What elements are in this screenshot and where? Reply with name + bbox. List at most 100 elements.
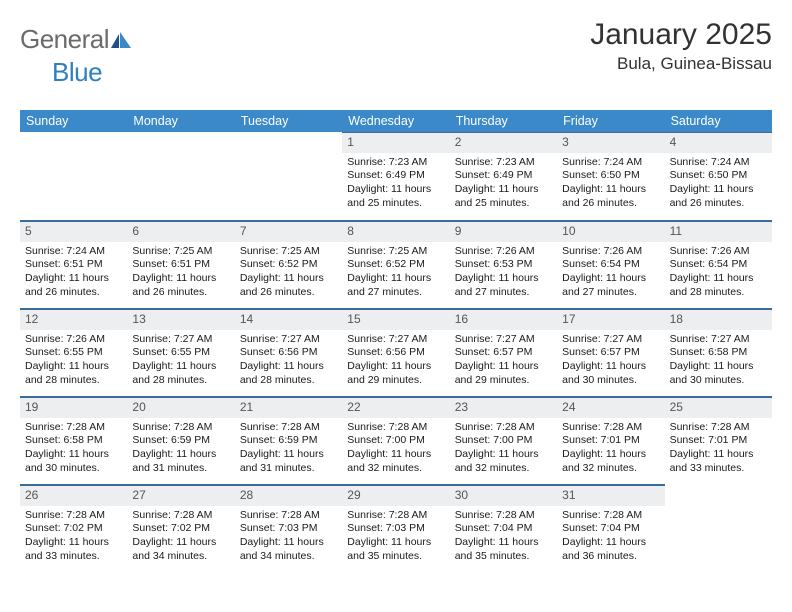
title-block: January 2025 Bula, Guinea-Bissau (590, 18, 772, 74)
logo: General Blue (20, 24, 131, 96)
calendar-cell: 25Sunrise: 7:28 AMSunset: 7:01 PMDayligh… (665, 396, 772, 484)
day-number: 26 (20, 485, 127, 506)
daylight-text: Daylight: 11 hours and 34 minutes. (132, 536, 229, 563)
day-number: 5 (20, 221, 127, 242)
day-number: 15 (342, 309, 449, 330)
day-number: 30 (450, 485, 557, 506)
calendar-cell: 18Sunrise: 7:27 AMSunset: 6:58 PMDayligh… (665, 308, 772, 396)
sunrise-text: Sunrise: 7:23 AM (455, 156, 552, 170)
sunset-text: Sunset: 6:50 PM (562, 169, 659, 183)
daylight-text: Daylight: 11 hours and 27 minutes. (562, 272, 659, 299)
sunrise-text: Sunrise: 7:26 AM (562, 245, 659, 259)
sunset-text: Sunset: 6:52 PM (347, 258, 444, 272)
weekday-friday: Friday (557, 110, 664, 132)
calendar-cell: 23Sunrise: 7:28 AMSunset: 7:00 PMDayligh… (450, 396, 557, 484)
calendar-cell: 11Sunrise: 7:26 AMSunset: 6:54 PMDayligh… (665, 220, 772, 308)
day-number: 12 (20, 309, 127, 330)
sunset-text: Sunset: 7:00 PM (455, 434, 552, 448)
daylight-text: Daylight: 11 hours and 35 minutes. (455, 536, 552, 563)
page-header: General Blue January 2025 Bula, Guinea-B… (20, 18, 772, 96)
day-number: 19 (20, 397, 127, 418)
day-data: Sunrise: 7:27 AMSunset: 6:56 PMDaylight:… (342, 330, 449, 394)
day-number: 20 (127, 397, 234, 418)
day-data: Sunrise: 7:27 AMSunset: 6:56 PMDaylight:… (235, 330, 342, 394)
calendar-cell: 13Sunrise: 7:27 AMSunset: 6:55 PMDayligh… (127, 308, 234, 396)
daylight-text: Daylight: 11 hours and 28 minutes. (670, 272, 767, 299)
sunset-text: Sunset: 7:02 PM (25, 522, 122, 536)
sunset-text: Sunset: 6:54 PM (670, 258, 767, 272)
daylight-text: Daylight: 11 hours and 32 minutes. (562, 448, 659, 475)
day-number: 3 (557, 133, 664, 153)
calendar-cell (665, 484, 772, 572)
sunrise-text: Sunrise: 7:26 AM (670, 245, 767, 259)
day-data: Sunrise: 7:28 AMSunset: 7:04 PMDaylight:… (557, 506, 664, 570)
sunset-text: Sunset: 7:01 PM (562, 434, 659, 448)
day-number: 1 (342, 133, 449, 153)
day-number: 24 (557, 397, 664, 418)
day-data: Sunrise: 7:28 AMSunset: 7:00 PMDaylight:… (342, 418, 449, 482)
sunrise-text: Sunrise: 7:28 AM (132, 421, 229, 435)
daylight-text: Daylight: 11 hours and 25 minutes. (455, 183, 552, 210)
sunrise-text: Sunrise: 7:27 AM (562, 333, 659, 347)
sunset-text: Sunset: 6:59 PM (132, 434, 229, 448)
daylight-text: Daylight: 11 hours and 31 minutes. (132, 448, 229, 475)
day-data: Sunrise: 7:26 AMSunset: 6:54 PMDaylight:… (665, 242, 772, 306)
day-number: 6 (127, 221, 234, 242)
day-data: Sunrise: 7:28 AMSunset: 7:03 PMDaylight:… (235, 506, 342, 570)
sunrise-text: Sunrise: 7:28 AM (562, 509, 659, 523)
sunrise-text: Sunrise: 7:28 AM (562, 421, 659, 435)
daylight-text: Daylight: 11 hours and 26 minutes. (670, 183, 767, 210)
calendar-cell: 9Sunrise: 7:26 AMSunset: 6:53 PMDaylight… (450, 220, 557, 308)
day-number: 29 (342, 485, 449, 506)
day-number: 11 (665, 221, 772, 242)
sunset-text: Sunset: 6:51 PM (25, 258, 122, 272)
daylight-text: Daylight: 11 hours and 31 minutes. (240, 448, 337, 475)
day-number: 7 (235, 221, 342, 242)
daylight-text: Daylight: 11 hours and 32 minutes. (455, 448, 552, 475)
day-number: 25 (665, 397, 772, 418)
sunrise-text: Sunrise: 7:27 AM (670, 333, 767, 347)
weekday-header: Sunday Monday Tuesday Wednesday Thursday… (20, 110, 772, 132)
calendar-cell: 1Sunrise: 7:23 AMSunset: 6:49 PMDaylight… (342, 132, 449, 220)
calendar-page: General Blue January 2025 Bula, Guinea-B… (0, 0, 792, 590)
day-data: Sunrise: 7:28 AMSunset: 7:00 PMDaylight:… (450, 418, 557, 482)
sunset-text: Sunset: 6:50 PM (670, 169, 767, 183)
day-number: 4 (665, 133, 772, 153)
calendar-cell: 10Sunrise: 7:26 AMSunset: 6:54 PMDayligh… (557, 220, 664, 308)
sunrise-text: Sunrise: 7:25 AM (240, 245, 337, 259)
sunset-text: Sunset: 6:56 PM (347, 346, 444, 360)
sunset-text: Sunset: 6:58 PM (670, 346, 767, 360)
calendar-cell: 4Sunrise: 7:24 AMSunset: 6:50 PMDaylight… (665, 132, 772, 220)
day-data: Sunrise: 7:28 AMSunset: 7:02 PMDaylight:… (127, 506, 234, 570)
sunrise-text: Sunrise: 7:28 AM (132, 509, 229, 523)
day-data: Sunrise: 7:28 AMSunset: 7:01 PMDaylight:… (557, 418, 664, 482)
sunrise-text: Sunrise: 7:28 AM (25, 421, 122, 435)
sunset-text: Sunset: 6:54 PM (562, 258, 659, 272)
sunset-text: Sunset: 6:55 PM (25, 346, 122, 360)
day-number: 27 (127, 485, 234, 506)
daylight-text: Daylight: 11 hours and 35 minutes. (347, 536, 444, 563)
sunrise-text: Sunrise: 7:26 AM (25, 333, 122, 347)
daylight-text: Daylight: 11 hours and 26 minutes. (132, 272, 229, 299)
daylight-text: Daylight: 11 hours and 27 minutes. (455, 272, 552, 299)
day-data: Sunrise: 7:28 AMSunset: 6:59 PMDaylight:… (127, 418, 234, 482)
daylight-text: Daylight: 11 hours and 28 minutes. (240, 360, 337, 387)
calendar-cell: 8Sunrise: 7:25 AMSunset: 6:52 PMDaylight… (342, 220, 449, 308)
day-number: 28 (235, 485, 342, 506)
sunrise-text: Sunrise: 7:27 AM (132, 333, 229, 347)
day-data: Sunrise: 7:28 AMSunset: 6:59 PMDaylight:… (235, 418, 342, 482)
sunrise-text: Sunrise: 7:24 AM (562, 156, 659, 170)
logo-text-general: General (20, 24, 109, 54)
day-data: Sunrise: 7:26 AMSunset: 6:54 PMDaylight:… (557, 242, 664, 306)
sunset-text: Sunset: 7:03 PM (240, 522, 337, 536)
day-data: Sunrise: 7:27 AMSunset: 6:58 PMDaylight:… (665, 330, 772, 394)
sunrise-text: Sunrise: 7:28 AM (25, 509, 122, 523)
weekday-wednesday: Wednesday (342, 110, 449, 132)
sunrise-text: Sunrise: 7:24 AM (25, 245, 122, 259)
day-number: 17 (557, 309, 664, 330)
sunset-text: Sunset: 6:49 PM (455, 169, 552, 183)
weekday-saturday: Saturday (665, 110, 772, 132)
weekday-thursday: Thursday (450, 110, 557, 132)
sunrise-text: Sunrise: 7:27 AM (347, 333, 444, 347)
daylight-text: Daylight: 11 hours and 29 minutes. (347, 360, 444, 387)
